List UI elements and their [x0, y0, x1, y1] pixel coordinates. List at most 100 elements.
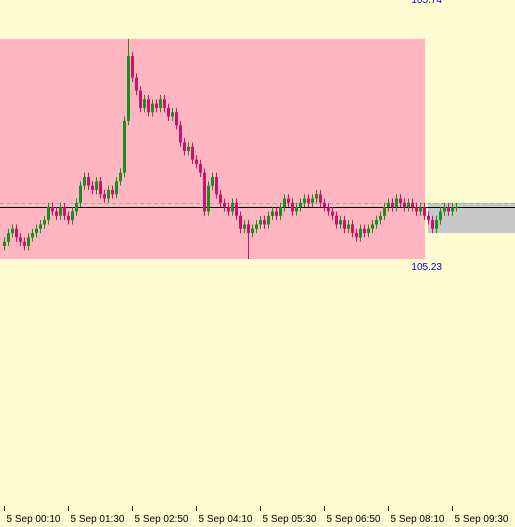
candle-body — [151, 103, 154, 113]
candle-body — [443, 207, 446, 212]
x-tick-label: 5 Sep 06:50 — [327, 514, 381, 525]
candle-body — [367, 228, 370, 234]
candle-body — [207, 185, 210, 212]
candle-body — [335, 215, 338, 225]
x-tick-label: 5 Sep 04:10 — [199, 514, 253, 525]
candle-body — [411, 202, 414, 208]
candle-body — [115, 181, 118, 195]
candle-body — [451, 207, 454, 212]
candle-body — [3, 241, 6, 247]
candle-body — [199, 164, 202, 173]
candle-body — [339, 220, 342, 225]
x-tick-label: 5 Sep 01:30 — [71, 514, 125, 525]
candle-body — [191, 146, 194, 160]
candle-body — [171, 112, 174, 117]
price-label: 105.74 — [411, 0, 442, 6]
candle-body — [71, 211, 74, 221]
candle-body — [291, 202, 294, 212]
candle-body — [407, 202, 410, 208]
x-tick-label: 5 Sep 05:30 — [263, 514, 317, 525]
candle-body — [111, 189, 114, 195]
candle-body — [263, 220, 266, 225]
candle-body — [259, 220, 262, 225]
candle-body — [287, 198, 290, 203]
candle-body — [267, 215, 270, 225]
candle-body — [87, 176, 90, 186]
candle-body — [379, 215, 382, 221]
x-tick-label: 5 Sep 02:50 — [135, 514, 189, 525]
candle-body — [327, 207, 330, 212]
candle-body — [103, 194, 106, 199]
range-box — [0, 38, 425, 259]
candle-body — [279, 207, 282, 216]
candle-body — [399, 198, 402, 203]
candle-body — [219, 194, 222, 203]
candle-body — [435, 220, 438, 229]
candle-body — [183, 142, 186, 152]
candle-body — [455, 207, 458, 209]
candle-body — [255, 224, 258, 229]
candle-body — [143, 99, 146, 108]
candle-body — [43, 220, 46, 225]
candle-body — [215, 176, 218, 195]
candle-body — [211, 176, 214, 186]
x-tick-label: 5 Sep 00:10 — [7, 514, 61, 525]
candle-body — [95, 181, 98, 190]
candle-body — [331, 211, 334, 216]
candle-body — [423, 207, 426, 216]
candle-body — [187, 146, 190, 152]
candle-body — [31, 233, 34, 238]
candle-body — [107, 189, 110, 199]
candle-body — [343, 220, 346, 229]
candle-body — [303, 198, 306, 203]
price-label: 105.23 — [411, 262, 442, 273]
candle-body — [299, 202, 302, 208]
candle-body — [7, 233, 10, 242]
candle-body — [307, 198, 310, 203]
candle-body — [375, 220, 378, 225]
candle-body — [127, 56, 130, 121]
candle-body — [447, 207, 450, 212]
candle-body — [51, 207, 54, 212]
candle-body — [355, 233, 358, 238]
candle-body — [415, 207, 418, 212]
x-tick-label: 5 Sep 08:10 — [391, 514, 445, 525]
candle-body — [163, 99, 166, 108]
candle-body — [243, 224, 246, 229]
candle-body — [439, 211, 442, 221]
candle-body — [371, 224, 374, 229]
candle-body — [179, 125, 182, 143]
candle-body — [195, 159, 198, 165]
candle-body — [147, 99, 150, 113]
candle-body — [19, 237, 22, 242]
candle-body — [11, 228, 14, 234]
candle-body — [347, 224, 350, 229]
candle-body — [99, 181, 102, 195]
candle-body — [251, 228, 254, 234]
candle-body — [39, 224, 42, 229]
candle-body — [295, 207, 298, 212]
candle-body — [239, 215, 242, 229]
candle-body — [91, 185, 94, 190]
candle-body — [23, 241, 26, 247]
candle-body — [275, 211, 278, 216]
candle-body — [283, 198, 286, 208]
candle-body — [15, 228, 18, 238]
candle-body — [27, 237, 30, 247]
candle-body — [231, 202, 234, 212]
candle-body — [227, 207, 230, 212]
candle-body — [315, 194, 318, 199]
candle-body — [427, 215, 430, 221]
x-tick-label: 5 Sep 09:30 — [455, 514, 509, 525]
candle-body — [55, 211, 58, 216]
candle-body — [359, 228, 362, 238]
candle-body — [323, 202, 326, 208]
candle-body — [203, 172, 206, 212]
candle-body — [175, 112, 178, 126]
candle-body — [403, 202, 406, 208]
candle-body — [67, 215, 70, 221]
candle-body — [431, 220, 434, 229]
candle-body — [75, 202, 78, 212]
